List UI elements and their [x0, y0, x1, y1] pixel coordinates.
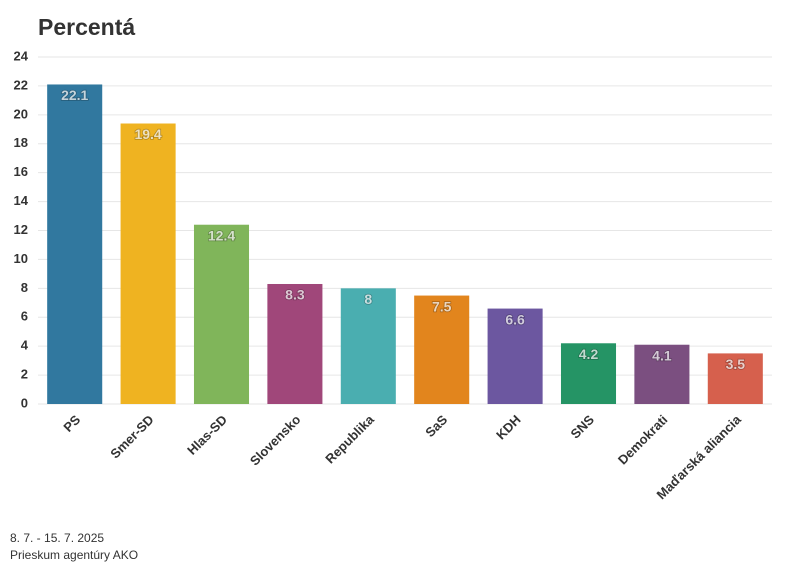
y-tick-label: 20 [14, 106, 28, 121]
y-tick-label: 14 [14, 193, 29, 208]
x-tick-label: Slovensko [247, 412, 304, 469]
bar [120, 123, 176, 404]
data-label: 4.1 [652, 347, 672, 363]
y-tick-label: 8 [21, 280, 28, 295]
data-label: 6.6 [505, 311, 525, 327]
data-label: 4.2 [579, 346, 599, 362]
footer-source: Prieskum agentúry AKO [10, 548, 138, 562]
bar [47, 84, 103, 405]
y-tick-label: 12 [14, 222, 28, 237]
bar [634, 344, 690, 404]
footer-date: 8. 7. - 15. 7. 2025 [10, 531, 104, 545]
y-tick-label: 16 [14, 164, 28, 179]
x-tick-label: SNS [568, 412, 598, 442]
data-label: 3.5 [726, 356, 746, 372]
chart-title: Percentá [38, 14, 135, 40]
bar [340, 288, 396, 404]
y-tick-label: 6 [21, 309, 28, 324]
y-tick-label: 18 [14, 135, 28, 150]
x-tick-label: Republika [322, 411, 377, 466]
data-label: 12.4 [208, 227, 235, 243]
data-label: 7.5 [432, 298, 452, 314]
y-tick-label: 24 [14, 48, 29, 63]
x-tick-label: KDH [493, 412, 524, 443]
x-tick-label: PS [60, 412, 83, 435]
data-label: 8.3 [285, 287, 305, 303]
x-tick-label: SaS [422, 412, 450, 440]
bar [267, 283, 323, 404]
data-label: 22.1 [61, 87, 88, 103]
bar [560, 343, 617, 404]
bar [487, 308, 543, 404]
bar [193, 224, 250, 404]
x-tick-label: Hlas-SD [184, 412, 230, 458]
y-tick-label: 2 [21, 367, 28, 382]
bar [707, 353, 763, 404]
data-label: 19.4 [134, 126, 161, 142]
x-tick-label: Smer-SD [107, 412, 156, 461]
bar [414, 295, 470, 404]
y-tick-label: 4 [21, 338, 29, 353]
y-tick-label: 10 [14, 251, 28, 266]
y-tick-label: 22 [14, 77, 28, 92]
data-label: 8 [364, 291, 372, 307]
y-tick-label: 0 [21, 395, 28, 410]
x-tick-label: Demokrati [615, 412, 671, 468]
